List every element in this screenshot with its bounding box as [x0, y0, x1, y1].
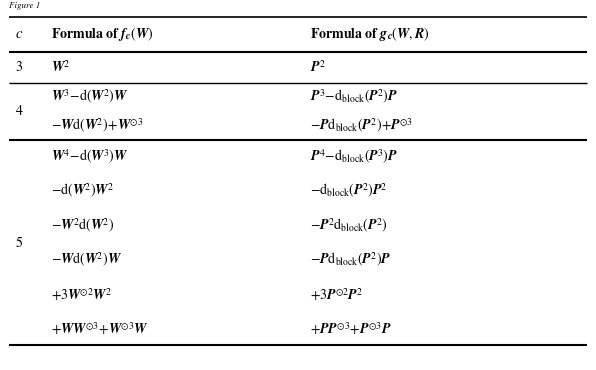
- Text: $\boldsymbol{P}^3\!-\!\mathrm{d}_{\mathrm{block}}(\boldsymbol{P}^2)\boldsymbol{P: $\boldsymbol{P}^3\!-\!\mathrm{d}_{\mathr…: [310, 88, 398, 106]
- Text: $-\mathrm{d}(\boldsymbol{W}^2)\boldsymbol{W}^2$: $-\mathrm{d}(\boldsymbol{W}^2)\boldsymbo…: [51, 182, 113, 200]
- Text: Figure 1: Figure 1: [9, 2, 40, 10]
- Text: $+\boldsymbol{W}\boldsymbol{W}^{\odot 3}\!+\!\boldsymbol{W}^{\odot 3}\boldsymbol: $+\boldsymbol{W}\boldsymbol{W}^{\odot 3}…: [51, 320, 148, 336]
- Text: $-\mathrm{d}_{\mathrm{block}}(\boldsymbol{P}^2)\boldsymbol{P}^2$: $-\mathrm{d}_{\mathrm{block}}(\boldsymbo…: [310, 182, 387, 200]
- Text: $\boldsymbol{W}^2$: $\boldsymbol{W}^2$: [51, 59, 70, 75]
- Text: $+\boldsymbol{P}\boldsymbol{P}^{\odot 3}\!+\!\boldsymbol{P}^{\odot 3}\boldsymbol: $+\boldsymbol{P}\boldsymbol{P}^{\odot 3}…: [310, 320, 392, 336]
- Text: $-\boldsymbol{W}^2\mathrm{d}(\boldsymbol{W}^2)$: $-\boldsymbol{W}^2\mathrm{d}(\boldsymbol…: [51, 216, 114, 235]
- Text: $\boldsymbol{W}^3\!-\!\mathrm{d}(\boldsymbol{W}^2)\boldsymbol{W}$: $\boldsymbol{W}^3\!-\!\mathrm{d}(\boldsy…: [51, 88, 128, 106]
- Text: $-\boldsymbol{P}\mathrm{d}_{\mathrm{block}}(\boldsymbol{P}^2)\boldsymbol{P}$: $-\boldsymbol{P}\mathrm{d}_{\mathrm{bloc…: [310, 250, 391, 269]
- Text: $\boldsymbol{P}^4\!-\!\mathrm{d}_{\mathrm{block}}(\boldsymbol{P}^3)\boldsymbol{P: $\boldsymbol{P}^4\!-\!\mathrm{d}_{\mathr…: [310, 148, 398, 166]
- Text: $\boldsymbol{W}^4\!-\!\mathrm{d}(\boldsymbol{W}^3)\boldsymbol{W}$: $\boldsymbol{W}^4\!-\!\mathrm{d}(\boldsy…: [51, 148, 128, 166]
- Text: $c$: $c$: [15, 27, 23, 41]
- Text: $\mathbf{Formula\ of\ }\boldsymbol{f}_{\boldsymbol{c}}(\boldsymbol{W})$: $\mathbf{Formula\ of\ }\boldsymbol{f}_{\…: [51, 25, 153, 43]
- Text: $3$: $3$: [15, 60, 23, 74]
- Text: $+3\boldsymbol{P}^{\odot 2}\boldsymbol{P}^2$: $+3\boldsymbol{P}^{\odot 2}\boldsymbol{P…: [310, 286, 363, 302]
- Text: $5$: $5$: [15, 235, 23, 250]
- Text: $4$: $4$: [15, 104, 23, 118]
- Text: $\mathbf{Formula\ of\ }\boldsymbol{g}_{\boldsymbol{c}}(\boldsymbol{W},\boldsymbo: $\mathbf{Formula\ of\ }\boldsymbol{g}_{\…: [310, 25, 430, 43]
- Text: $+3\boldsymbol{W}^{\odot 2}\boldsymbol{W}^2$: $+3\boldsymbol{W}^{\odot 2}\boldsymbol{W…: [51, 286, 111, 302]
- Text: $-\boldsymbol{W}\mathrm{d}(\boldsymbol{W}^2)\boldsymbol{W}$: $-\boldsymbol{W}\mathrm{d}(\boldsymbol{W…: [51, 250, 122, 269]
- Text: $-\boldsymbol{W}\mathrm{d}(\boldsymbol{W}^2)\!+\!\boldsymbol{W}^{\odot 3}$: $-\boldsymbol{W}\mathrm{d}(\boldsymbol{W…: [51, 117, 143, 135]
- Text: $\boldsymbol{P}^2$: $\boldsymbol{P}^2$: [310, 59, 325, 75]
- Text: $-\boldsymbol{P}^2\mathrm{d}_{\mathrm{block}}(\boldsymbol{P}^2)$: $-\boldsymbol{P}^2\mathrm{d}_{\mathrm{bl…: [310, 216, 387, 235]
- Text: $-\boldsymbol{P}\mathrm{d}_{\mathrm{block}}(\boldsymbol{P}^2)\!+\!\boldsymbol{P}: $-\boldsymbol{P}\mathrm{d}_{\mathrm{bloc…: [310, 117, 413, 135]
